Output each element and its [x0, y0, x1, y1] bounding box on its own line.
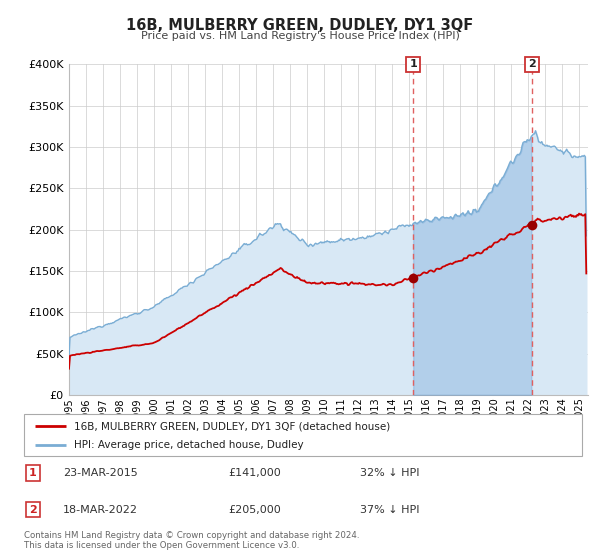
Text: 37% ↓ HPI: 37% ↓ HPI [360, 505, 419, 515]
Text: Contains HM Land Registry data © Crown copyright and database right 2024.: Contains HM Land Registry data © Crown c… [24, 531, 359, 540]
Text: 1: 1 [29, 468, 37, 478]
Text: 32% ↓ HPI: 32% ↓ HPI [360, 468, 419, 478]
Text: 2: 2 [528, 59, 536, 69]
Text: £205,000: £205,000 [228, 505, 281, 515]
Text: 16B, MULBERRY GREEN, DUDLEY, DY1 3QF (detached house): 16B, MULBERRY GREEN, DUDLEY, DY1 3QF (de… [74, 421, 391, 431]
Text: £141,000: £141,000 [228, 468, 281, 478]
Text: This data is licensed under the Open Government Licence v3.0.: This data is licensed under the Open Gov… [24, 541, 299, 550]
Text: Price paid vs. HM Land Registry's House Price Index (HPI): Price paid vs. HM Land Registry's House … [140, 31, 460, 41]
Text: 1: 1 [409, 59, 417, 69]
Text: 16B, MULBERRY GREEN, DUDLEY, DY1 3QF: 16B, MULBERRY GREEN, DUDLEY, DY1 3QF [127, 18, 473, 33]
Text: HPI: Average price, detached house, Dudley: HPI: Average price, detached house, Dudl… [74, 440, 304, 450]
Text: 2: 2 [29, 505, 37, 515]
Text: 23-MAR-2015: 23-MAR-2015 [63, 468, 138, 478]
Text: 18-MAR-2022: 18-MAR-2022 [63, 505, 138, 515]
